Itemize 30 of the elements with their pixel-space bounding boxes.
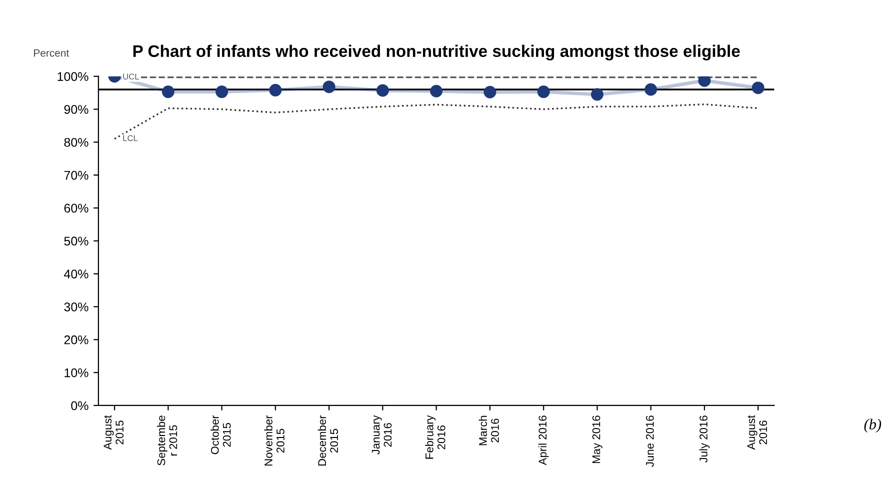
x-tick-label: December 2015 bbox=[318, 415, 338, 466]
y-tick-label: 0% bbox=[71, 401, 88, 410]
x-tick-label: Septembe r 2015 bbox=[157, 416, 178, 466]
y-axis-title: Percent bbox=[34, 49, 70, 57]
x-tick-label: October 2015 bbox=[210, 415, 231, 454]
y-tick-label: 40% bbox=[64, 270, 88, 278]
y-tick-label: 70% bbox=[64, 170, 88, 180]
y-tick-label: 90% bbox=[64, 105, 88, 114]
x-tick-label: March 2016 bbox=[478, 416, 499, 446]
y-tick-label: 80% bbox=[64, 138, 88, 147]
y-tick-label: 10% bbox=[64, 368, 88, 378]
x-tick-label: February 2016 bbox=[425, 415, 446, 459]
series-label: UCL bbox=[123, 74, 139, 80]
x-tick-label: July 2016 bbox=[699, 416, 710, 463]
x-tick-label: August 2016 bbox=[747, 415, 768, 450]
y-tick-label: 100% bbox=[58, 72, 88, 81]
x-tick-label: June 2016 bbox=[646, 416, 654, 467]
y-tick-label: 30% bbox=[64, 302, 88, 312]
x-tick-label: November 2015 bbox=[264, 415, 284, 466]
x-tick-label: April 2016 bbox=[538, 416, 549, 466]
x-tick-label: August 2015 bbox=[104, 415, 124, 450]
y-tick-label: 60% bbox=[64, 204, 88, 213]
series-label: LCL bbox=[123, 135, 138, 142]
x-tick-label: January 2016 bbox=[372, 415, 392, 455]
text: (b) bbox=[864, 418, 882, 433]
chart-title: P Chart of infants who received non-nutritive sucking amongst those eligible bbox=[133, 44, 740, 60]
x-tick-label: May 2016 bbox=[592, 416, 602, 464]
line-series bbox=[114, 103, 759, 140]
y-tick-label: 20% bbox=[64, 335, 88, 344]
y-tick-label: 50% bbox=[64, 236, 88, 246]
